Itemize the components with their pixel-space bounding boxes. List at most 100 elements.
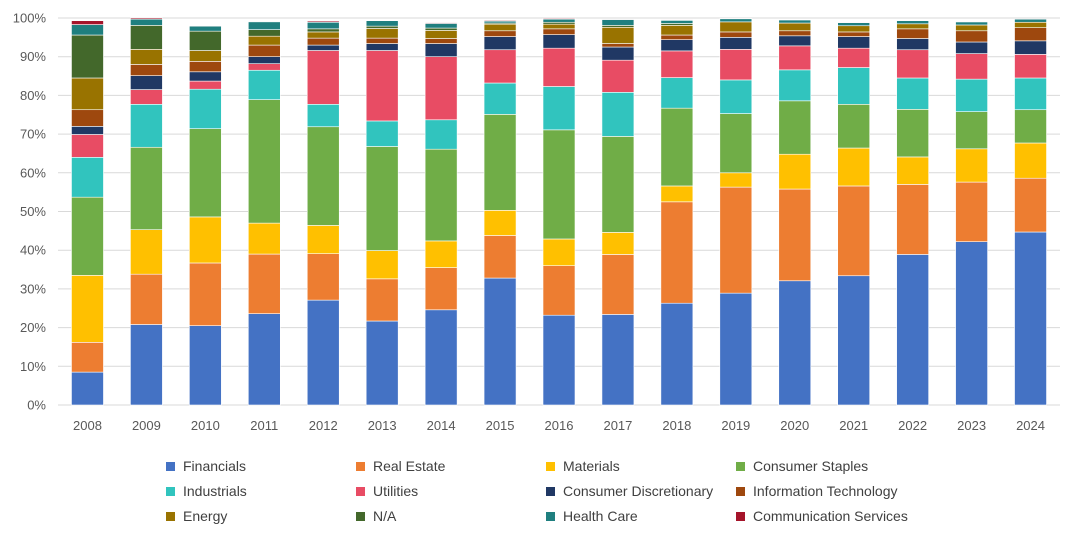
bar-segment <box>247 35 281 46</box>
bar-segment <box>955 21 988 26</box>
bar-segment <box>719 31 753 38</box>
bar-segment <box>778 19 812 24</box>
bar-segment <box>896 23 929 30</box>
legend-swatch <box>546 511 555 521</box>
bar-segment <box>660 107 694 187</box>
x-tick-label: 2015 <box>486 418 515 433</box>
x-tick-label: 2013 <box>368 418 397 433</box>
bar-segment <box>542 238 576 266</box>
bar-segment <box>130 146 163 230</box>
bar-segment <box>483 235 517 279</box>
bar-segment <box>365 43 399 51</box>
bar-segment <box>660 185 694 203</box>
x-tick-label: 2018 <box>662 418 691 433</box>
bar-segment <box>306 31 340 39</box>
bar-segment <box>778 100 812 155</box>
bar-segment <box>601 92 635 137</box>
bar-segment <box>306 225 340 254</box>
x-tick-label: 2010 <box>191 418 220 433</box>
bar-segment <box>601 232 635 255</box>
bar-segment <box>955 181 988 242</box>
bar-segment <box>424 30 458 39</box>
bar-segment <box>247 222 281 255</box>
legend-label: Information Technology <box>753 483 898 499</box>
bar-segment <box>365 278 399 322</box>
bar-segment <box>601 26 635 44</box>
bar-segment <box>955 111 988 150</box>
y-tick-label: 40% <box>20 243 46 258</box>
bar-segment <box>660 25 694 36</box>
bar-segment <box>660 302 694 406</box>
bar-segment <box>247 21 281 30</box>
bar-segment <box>778 153 812 190</box>
bar-segment <box>719 113 753 174</box>
legend-label: Health Care <box>563 508 638 524</box>
bar-segment <box>71 371 104 406</box>
legend-item: Industrials <box>166 483 247 499</box>
bar-segment <box>719 79 753 114</box>
bar-segment <box>1014 21 1047 28</box>
x-tick-label: 2019 <box>721 418 750 433</box>
bar-segment <box>955 24 988 32</box>
legend: Financials Real Estate Materials Consumer S… <box>0 454 1080 532</box>
bar-segment <box>483 36 517 51</box>
bar-segment <box>719 172 753 188</box>
bar-segment <box>189 80 222 90</box>
bar-segment <box>71 196 104 276</box>
bar-segment <box>719 18 753 23</box>
bar-segment <box>71 109 104 127</box>
bar-segment <box>247 29 281 37</box>
bar-segment <box>837 104 871 149</box>
legend-item: Consumer Discretionary <box>546 483 713 499</box>
bar-segment <box>130 18 163 26</box>
y-tick-label: 60% <box>20 165 46 180</box>
bar-segment <box>71 275 104 343</box>
bar-segment <box>306 37 340 46</box>
bar-segment <box>719 186 753 294</box>
legend-swatch <box>546 461 555 471</box>
bar-segment <box>483 49 517 84</box>
bar-segment <box>189 30 222 51</box>
bar-segment <box>542 34 576 49</box>
bar-segment <box>778 35 812 47</box>
bar-segment <box>247 69 281 100</box>
legend-swatch <box>546 486 555 496</box>
bar-segment <box>542 265 576 316</box>
bars <box>71 17 1047 406</box>
bar-segment <box>955 30 988 43</box>
bar-segment <box>896 184 929 255</box>
bar-segment <box>247 253 281 314</box>
bar-segment <box>896 28 929 39</box>
bar-segment <box>71 157 104 198</box>
bar-segment <box>955 241 988 406</box>
legend-label: Utilities <box>373 483 419 499</box>
y-tick-label: 80% <box>20 88 46 103</box>
bar-segment <box>837 25 871 33</box>
bar-segment <box>71 34 104 79</box>
bar-segment <box>1014 18 1047 23</box>
bar-segment <box>189 50 222 62</box>
bar-segment <box>719 37 753 50</box>
bar-segment <box>837 22 871 27</box>
bar-segment <box>896 38 929 51</box>
legend-item: Financials <box>166 458 246 474</box>
legend-swatch <box>166 486 175 496</box>
bar-segment <box>365 146 399 251</box>
bar-segment <box>130 229 163 275</box>
legend-swatch <box>166 461 175 471</box>
bar-segment <box>365 25 399 29</box>
legend-item: Utilities <box>356 483 418 499</box>
bar-segment <box>778 280 812 406</box>
legend-swatch <box>166 511 175 521</box>
bar-segment <box>542 28 576 35</box>
y-tick-label: 0% <box>27 398 46 413</box>
bar-segment <box>601 59 635 93</box>
bar-segment <box>130 17 163 20</box>
bar-segment <box>660 50 694 78</box>
bar-segment <box>189 325 222 406</box>
x-tick-label: 2016 <box>545 418 574 433</box>
x-tick-label: 2023 <box>957 418 986 433</box>
legend-item: Consumer Staples <box>736 458 868 474</box>
bar-segment <box>896 254 929 406</box>
bar-segment <box>837 31 871 37</box>
